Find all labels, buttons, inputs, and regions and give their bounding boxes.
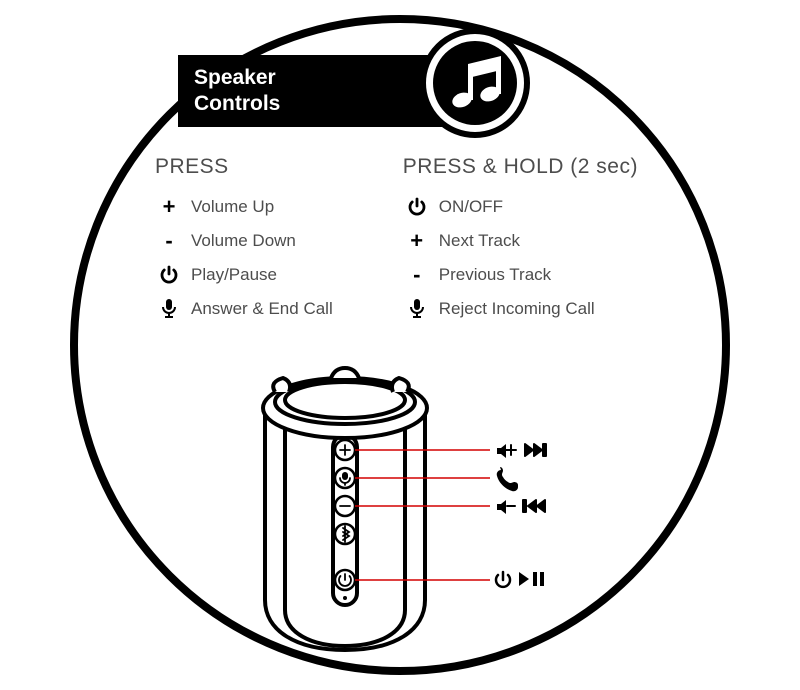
plus-icon: + — [403, 228, 431, 254]
minus-icon: - — [155, 228, 183, 254]
hold-row: + Next Track — [403, 225, 638, 257]
mic-icon — [155, 298, 183, 320]
press-column: PRESS + Volume Up - Volume Down Play/Pau… — [155, 155, 333, 327]
row-label: Answer & End Call — [191, 299, 333, 319]
power-icon — [403, 197, 431, 217]
hold-row: Reject Incoming Call — [403, 293, 638, 325]
hold-column: PRESS & HOLD (2 sec) ON/OFF + Next Track… — [403, 155, 638, 327]
press-row: Play/Pause — [155, 259, 333, 291]
controls-columns: PRESS + Volume Up - Volume Down Play/Pau… — [155, 155, 638, 327]
hold-row: ON/OFF — [403, 191, 638, 223]
row-label: Reject Incoming Call — [439, 299, 595, 319]
hold-row: - Previous Track — [403, 259, 638, 291]
row-label: ON/OFF — [439, 197, 503, 217]
row-label: Previous Track — [439, 265, 551, 285]
minus-icon: - — [403, 262, 431, 288]
press-title: PRESS — [155, 155, 333, 179]
row-label: Volume Down — [191, 231, 296, 251]
press-row: Answer & End Call — [155, 293, 333, 325]
speaker-diagram — [235, 350, 595, 665]
power-icon — [155, 265, 183, 285]
row-label: Volume Up — [191, 197, 274, 217]
press-row: - Volume Down — [155, 225, 333, 257]
row-label: Next Track — [439, 231, 520, 251]
music-note-icon — [420, 28, 530, 138]
press-row: + Volume Up — [155, 191, 333, 223]
hold-title: PRESS & HOLD (2 sec) — [403, 155, 638, 179]
plus-icon: + — [155, 194, 183, 220]
row-label: Play/Pause — [191, 265, 277, 285]
mic-icon — [403, 298, 431, 320]
